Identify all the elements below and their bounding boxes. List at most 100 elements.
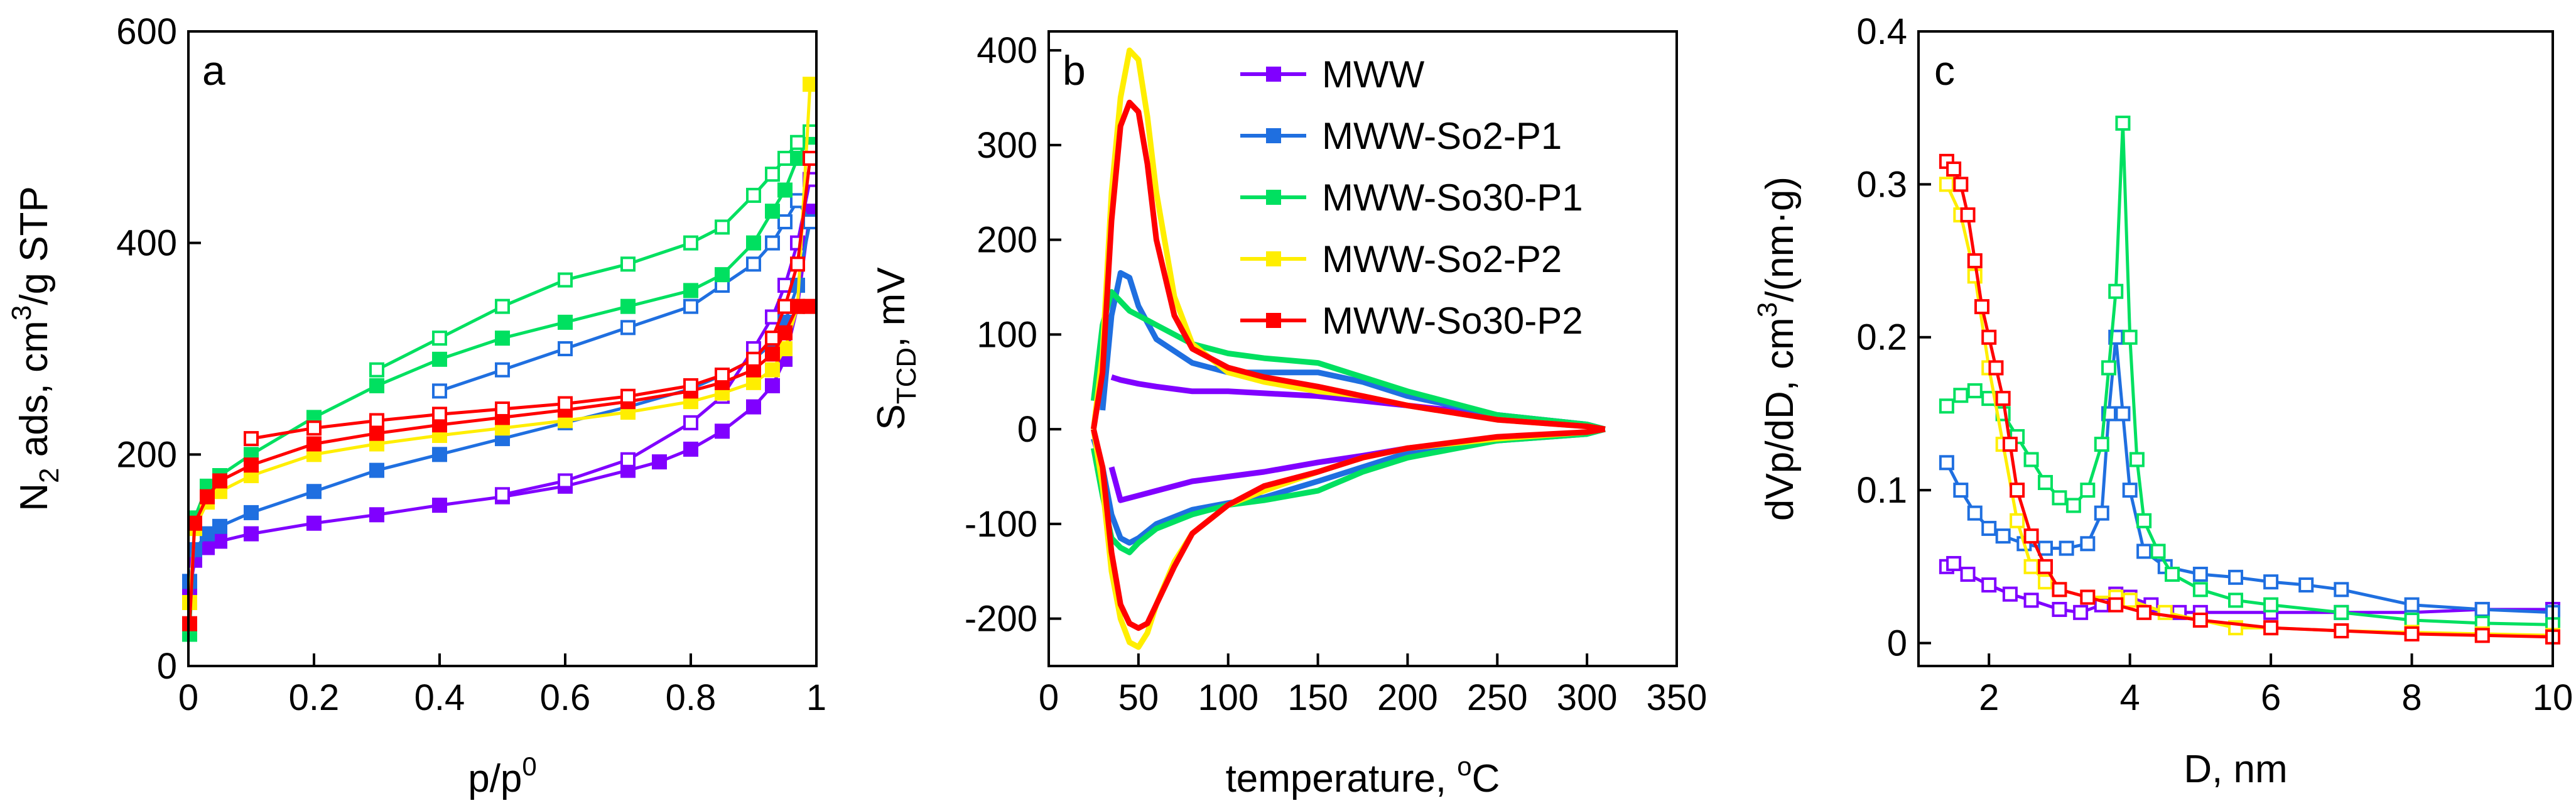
panel-c-data-point bbox=[2129, 452, 2145, 467]
panel-a-data-point bbox=[746, 187, 761, 203]
panel-a-data-point bbox=[200, 489, 215, 505]
panel-a-data-point bbox=[200, 540, 215, 555]
panel-c-xtick-label: 10 bbox=[2533, 677, 2573, 718]
panel-c-data-point bbox=[2474, 628, 2490, 643]
panel-a-data-point bbox=[803, 298, 818, 314]
panel-a-data-point bbox=[212, 518, 227, 534]
panel-a-data-point bbox=[620, 256, 636, 272]
panel-a-data-point bbox=[683, 378, 698, 393]
panel-a-data-point bbox=[683, 415, 698, 430]
panel-a-data-point bbox=[683, 283, 698, 298]
panel-a-data-point bbox=[765, 346, 780, 362]
panel-c-data-point bbox=[2038, 540, 2053, 556]
panel-c-label: c bbox=[1934, 47, 1955, 94]
panel-c-data-point bbox=[1953, 483, 1969, 498]
panel-b-ytick-label: -200 bbox=[965, 599, 1037, 640]
panel-a-data-point bbox=[244, 526, 259, 542]
panel-a-data-point bbox=[495, 330, 510, 346]
panel-a-data-point bbox=[790, 151, 805, 166]
panel-a-data-point bbox=[432, 351, 447, 367]
panel-c-data-point bbox=[2094, 505, 2109, 521]
panel-b-ytick-label: 0 bbox=[1017, 409, 1037, 450]
panel-a-data-point bbox=[620, 298, 636, 314]
panel-a-data-point bbox=[620, 320, 636, 336]
panel-c-ytick-label: 0.3 bbox=[1856, 164, 1907, 205]
panel-c-data-point bbox=[2263, 620, 2279, 636]
panel-a-xtick-label: 0.8 bbox=[666, 677, 717, 718]
panel-c-data-point bbox=[1946, 161, 1962, 177]
panel-c-data-point bbox=[1995, 391, 2011, 407]
panel-a-data-point bbox=[200, 526, 215, 542]
panel-c-data-point bbox=[2052, 490, 2067, 506]
panel-b-axes: 0 50 100 150 200 250 300 350 -200 -100 0 100 200 300 4… bbox=[965, 30, 1707, 718]
panel-c-data-point bbox=[2404, 626, 2420, 641]
panel-c-data-point bbox=[1967, 253, 1983, 269]
panel-a-data-point bbox=[765, 167, 780, 182]
panel-a-data-point bbox=[777, 325, 793, 341]
panel-b-xtick-label: 350 bbox=[1647, 677, 1707, 718]
panel-c-data-point bbox=[2122, 483, 2138, 498]
panel-c: 2 4 6 8 10 0 0.1 0.2 0.3 0.4 c D, nm dVp/dD, cm3/… bbox=[1752, 11, 2573, 791]
panel-a-data-point bbox=[212, 473, 227, 489]
panel-c-data-point bbox=[2192, 612, 2208, 628]
panel-a-data-point bbox=[683, 298, 698, 314]
panel-b-xtick-label: 50 bbox=[1118, 677, 1159, 718]
legend-marker bbox=[1266, 128, 1281, 143]
panel-a-data-point bbox=[683, 441, 698, 457]
panel-a-data-point bbox=[746, 351, 761, 367]
panel-a-data-point bbox=[715, 267, 730, 283]
panel-c-data-point bbox=[2108, 597, 2124, 613]
panel-c-data-point bbox=[1981, 329, 1997, 345]
panel-a-data-point bbox=[715, 219, 730, 235]
panel-b-xtick-label: 250 bbox=[1467, 677, 1528, 718]
panel-c-xtick-label: 2 bbox=[1979, 677, 1999, 718]
panel-c-data-point bbox=[1953, 388, 1969, 403]
panel-c-data-point bbox=[2334, 623, 2349, 639]
panel-a-data-point bbox=[495, 362, 510, 378]
panel-b-ytick-label: 200 bbox=[977, 220, 1037, 261]
panel-b-series-line bbox=[1100, 270, 1606, 432]
panel-b-series-line-reverse bbox=[1090, 426, 1606, 555]
panel-a-data-point bbox=[306, 420, 322, 436]
panel-a-data-point bbox=[558, 341, 573, 356]
panel-b-ytick-label: 300 bbox=[977, 125, 1037, 166]
panel-a-data-point bbox=[369, 413, 384, 429]
panel-c-data-point bbox=[2136, 543, 2152, 559]
panel-a-data-point bbox=[765, 204, 780, 219]
panel-b-series-line bbox=[1090, 99, 1606, 432]
panel-c-data-point bbox=[1967, 505, 1983, 521]
panel-b-frame bbox=[1047, 30, 1678, 667]
panel-a-xtick-label: 0.6 bbox=[540, 677, 591, 718]
panel-a-data-point bbox=[790, 298, 805, 314]
panel-c-data-point bbox=[2038, 559, 2053, 574]
panel-c-xtick-label: 4 bbox=[2120, 677, 2140, 718]
panel-a-data-point bbox=[803, 77, 818, 92]
panel-c-data-point bbox=[1939, 177, 1954, 192]
panel-a-data-point bbox=[369, 507, 384, 523]
panel-a-frame bbox=[187, 30, 818, 667]
panel-a-data-point bbox=[432, 330, 447, 346]
panel-a-data-point bbox=[369, 378, 384, 393]
panel-c-plot-area bbox=[1939, 116, 2560, 645]
panel-c-data-point bbox=[1960, 566, 1976, 582]
legend-marker bbox=[1266, 313, 1281, 328]
panel-a-data-point bbox=[432, 407, 447, 422]
panel-a: 0 0.2 0.4 0.6 0.8 1 0 200 400 600 a p/p0 N2 ads, … bbox=[6, 11, 826, 800]
panel-a-data-point bbox=[765, 378, 780, 393]
panel-b-label: b bbox=[1063, 47, 1086, 94]
panel-c-data-point bbox=[2136, 604, 2152, 620]
legend-entry: MWW bbox=[1322, 53, 1425, 96]
panel-c-data-point bbox=[1988, 360, 2004, 376]
panel-c-data-point bbox=[1981, 577, 1997, 593]
panel-a-data-point bbox=[765, 362, 780, 378]
panel-c-data-point bbox=[2010, 483, 2025, 498]
panel-a-data-point bbox=[803, 151, 818, 166]
panel-c-ytick-label: 0.1 bbox=[1856, 470, 1907, 511]
panel-c-data-point bbox=[1995, 528, 2011, 544]
panel-a-data-point bbox=[620, 388, 636, 404]
panel-b-series-line-reverse bbox=[1091, 426, 1606, 631]
panel-c-ylabel: dVp/dD, cm3/(nm·g) bbox=[1752, 177, 1802, 521]
legend-marker bbox=[1266, 190, 1281, 205]
panel-b-xtick-label: 100 bbox=[1198, 677, 1258, 718]
